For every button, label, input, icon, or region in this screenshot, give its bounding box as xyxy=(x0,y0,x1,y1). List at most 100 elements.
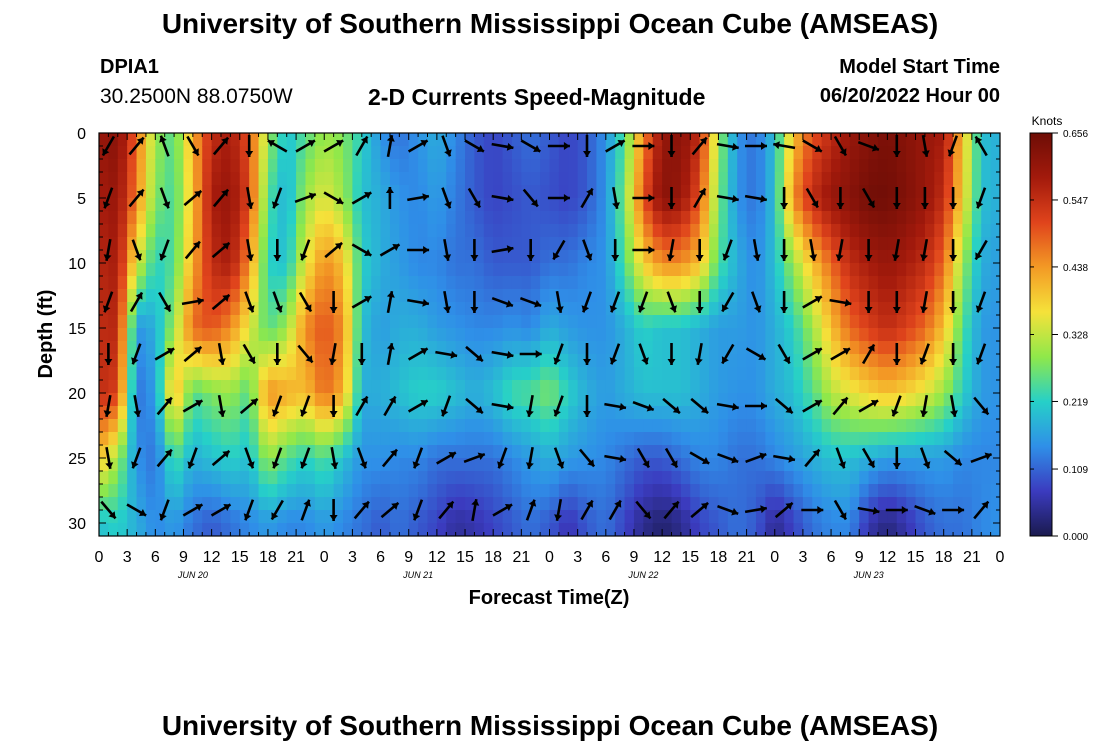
heat-cell xyxy=(455,211,466,225)
heat-cell xyxy=(615,432,626,446)
heat-cell xyxy=(361,315,372,329)
heat-cell xyxy=(877,471,888,485)
current-arrow xyxy=(328,342,337,366)
current-arrow xyxy=(721,291,735,313)
heat-cell xyxy=(352,250,363,264)
heat-cell xyxy=(493,315,504,329)
heat-cell xyxy=(249,523,260,536)
heat-cell xyxy=(821,380,832,394)
heat-cell xyxy=(239,172,250,186)
heat-cell xyxy=(343,237,354,251)
heat-cell xyxy=(812,393,823,407)
heat-cell xyxy=(643,354,654,368)
heat-cell xyxy=(840,367,851,381)
heat-cell xyxy=(239,302,250,316)
heat-cell xyxy=(343,354,354,368)
heat-cell xyxy=(127,133,138,147)
heat-cell xyxy=(418,458,429,472)
heat-cell xyxy=(446,133,457,147)
heat-cell xyxy=(981,458,992,472)
heat-cell xyxy=(887,276,898,290)
heat-cell xyxy=(108,289,119,303)
current-arrow xyxy=(553,395,564,417)
heat-cell xyxy=(821,393,832,407)
heat-cell xyxy=(99,354,109,368)
heat-cell xyxy=(943,328,954,342)
heat-cell xyxy=(314,354,325,368)
current-arrow xyxy=(949,239,958,261)
heat-cell xyxy=(755,341,766,355)
x-tick-label: 0 xyxy=(95,549,104,566)
heat-cell xyxy=(530,523,541,536)
heat-cell xyxy=(164,458,175,472)
heat-cell xyxy=(924,315,935,329)
heat-cell xyxy=(877,198,888,212)
heat-cell xyxy=(877,250,888,264)
heat-cell xyxy=(155,211,166,225)
current-arrow xyxy=(777,343,791,365)
heat-cell xyxy=(145,497,156,511)
heat-cell xyxy=(877,159,888,173)
current-arrow xyxy=(380,501,400,519)
heat-cell xyxy=(389,354,400,368)
heat-cell xyxy=(755,458,766,472)
heat-cell xyxy=(990,380,1000,394)
heat-cell xyxy=(493,224,504,238)
heat-cell xyxy=(971,523,982,536)
heat-cell xyxy=(943,159,954,173)
heat-cell xyxy=(774,211,785,225)
heat-cell xyxy=(868,445,879,459)
heat-cell xyxy=(906,159,917,173)
heat-cell xyxy=(755,146,766,160)
heat-cell xyxy=(127,419,138,433)
heat-cell xyxy=(746,367,757,381)
heat-cell xyxy=(258,146,269,160)
heat-cell xyxy=(155,237,166,251)
heat-cell xyxy=(145,484,156,498)
heat-cell xyxy=(605,458,616,472)
heat-cell xyxy=(502,276,513,290)
heat-cell xyxy=(887,211,898,225)
heat-cell xyxy=(230,289,241,303)
current-arrow xyxy=(159,239,170,261)
heat-cell xyxy=(896,276,907,290)
heat-cell xyxy=(408,198,419,212)
heat-cell xyxy=(981,328,992,342)
heat-cell xyxy=(962,471,973,485)
colorbar-tick-label: 0.109 xyxy=(1063,465,1088,476)
heat-cell xyxy=(352,328,363,342)
heat-cell xyxy=(174,250,185,264)
heat-cell xyxy=(577,224,588,238)
heat-cell xyxy=(277,302,288,316)
heat-cell xyxy=(174,484,185,498)
heat-cell xyxy=(643,198,654,212)
heat-cell xyxy=(990,484,1000,498)
heat-cell xyxy=(155,263,166,277)
heat-cell xyxy=(343,263,354,277)
heat-cell xyxy=(680,445,691,459)
heat-cell xyxy=(774,510,785,524)
heat-cell xyxy=(108,471,119,485)
current-arrow xyxy=(975,187,987,209)
heat-cell xyxy=(896,523,907,536)
heat-cell xyxy=(136,341,147,355)
heat-cell xyxy=(699,328,710,342)
heat-cell xyxy=(605,263,616,277)
heat-cell xyxy=(774,380,785,394)
heat-cell xyxy=(371,185,382,199)
heat-cell xyxy=(624,250,635,264)
heat-cell xyxy=(962,289,973,303)
heat-cell xyxy=(924,445,935,459)
heat-cell xyxy=(671,341,682,355)
heat-cell xyxy=(887,510,898,524)
heat-cell xyxy=(680,510,691,524)
heat-cell xyxy=(371,302,382,316)
heat-cell xyxy=(502,263,513,277)
heat-cell xyxy=(239,289,250,303)
heat-cell xyxy=(709,367,720,381)
heat-cell xyxy=(587,471,598,485)
heat-cell xyxy=(305,419,316,433)
heat-cell xyxy=(221,523,231,536)
current-arrow xyxy=(467,187,482,209)
heat-cell xyxy=(305,237,316,251)
